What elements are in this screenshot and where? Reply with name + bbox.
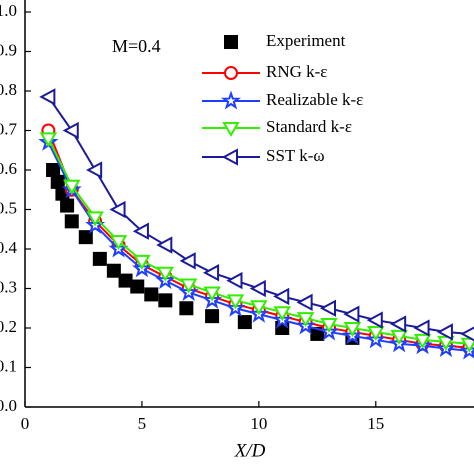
marker: [158, 293, 173, 308]
legend-marker: [220, 90, 242, 110]
marker: [64, 214, 79, 229]
marker: [226, 294, 245, 310]
marker: [39, 88, 56, 106]
marker: [92, 251, 107, 266]
marker: [413, 333, 432, 349]
marker: [179, 252, 196, 270]
marker: [156, 236, 173, 254]
marker: [250, 300, 268, 316]
y-tick-label: 1.0: [0, 1, 17, 20]
marker: [86, 211, 104, 227]
marker: [413, 319, 430, 337]
marker: [202, 264, 220, 282]
y-tick-label: 0.8: [0, 80, 17, 99]
marker: [367, 325, 385, 341]
marker: [273, 287, 290, 306]
marker: [39, 132, 58, 148]
legend-label: RNG k-ε: [266, 62, 327, 81]
annotation: M=0.4: [112, 36, 161, 56]
y-tick-label: 0.2: [0, 317, 17, 336]
marker: [460, 326, 474, 342]
x-tick-label: 5: [138, 414, 147, 433]
marker: [366, 311, 383, 329]
marker: [132, 222, 149, 240]
marker: [106, 263, 121, 278]
marker: [436, 323, 453, 341]
marker: [60, 198, 75, 213]
legend-marker: [222, 122, 240, 137]
marker: [179, 278, 198, 294]
legend-label: Experiment: [266, 31, 346, 50]
y-tick-label: 0.3: [0, 277, 17, 296]
marker: [118, 273, 133, 288]
marker: [343, 322, 362, 337]
marker: [296, 312, 315, 328]
y-tick-label: 0.7: [0, 119, 18, 138]
marker: [130, 279, 145, 294]
marker: [320, 318, 338, 334]
x-tick-label: 0: [21, 414, 30, 433]
marker: [205, 309, 220, 324]
marker: [50, 174, 65, 189]
x-tick-label: 10: [250, 414, 267, 433]
marker: [133, 254, 151, 270]
legend-label: Realizable k-ε: [266, 90, 363, 109]
marker: [296, 293, 313, 311]
legend-marker: [221, 148, 238, 166]
legend-marker: [224, 66, 238, 80]
marker: [390, 315, 407, 333]
y-tick-label: 0.6: [0, 159, 17, 178]
marker: [203, 286, 221, 302]
marker: [156, 266, 175, 282]
marker: [109, 235, 128, 251]
marker: [343, 305, 360, 323]
x-axis-label: X/D: [234, 440, 266, 461]
marker: [63, 179, 81, 195]
x-tick-label: 15: [367, 414, 384, 433]
y-tick-label: 0.4: [0, 238, 18, 257]
marker: [46, 163, 61, 177]
y-tick-label: 0.1: [0, 356, 17, 375]
marker: [273, 306, 291, 322]
y-tick-label: 0.0: [0, 396, 17, 415]
legend-label: SST k-ω: [266, 146, 325, 165]
marker: [78, 230, 93, 245]
marker: [144, 287, 159, 302]
marker: [62, 121, 79, 140]
marker: [237, 315, 252, 330]
marker: [390, 329, 408, 345]
y-tick-label: 0.9: [0, 40, 17, 59]
series-line: [47, 96, 470, 335]
legend-label: Standard k-ε: [266, 117, 352, 136]
marker: [86, 161, 103, 179]
y-tick-label: 0.5: [0, 198, 17, 217]
marker: [226, 271, 243, 290]
marker: [249, 279, 266, 298]
marker: [109, 200, 126, 219]
marker: [319, 299, 337, 317]
marker: [179, 301, 194, 316]
legend-marker: [224, 35, 238, 49]
